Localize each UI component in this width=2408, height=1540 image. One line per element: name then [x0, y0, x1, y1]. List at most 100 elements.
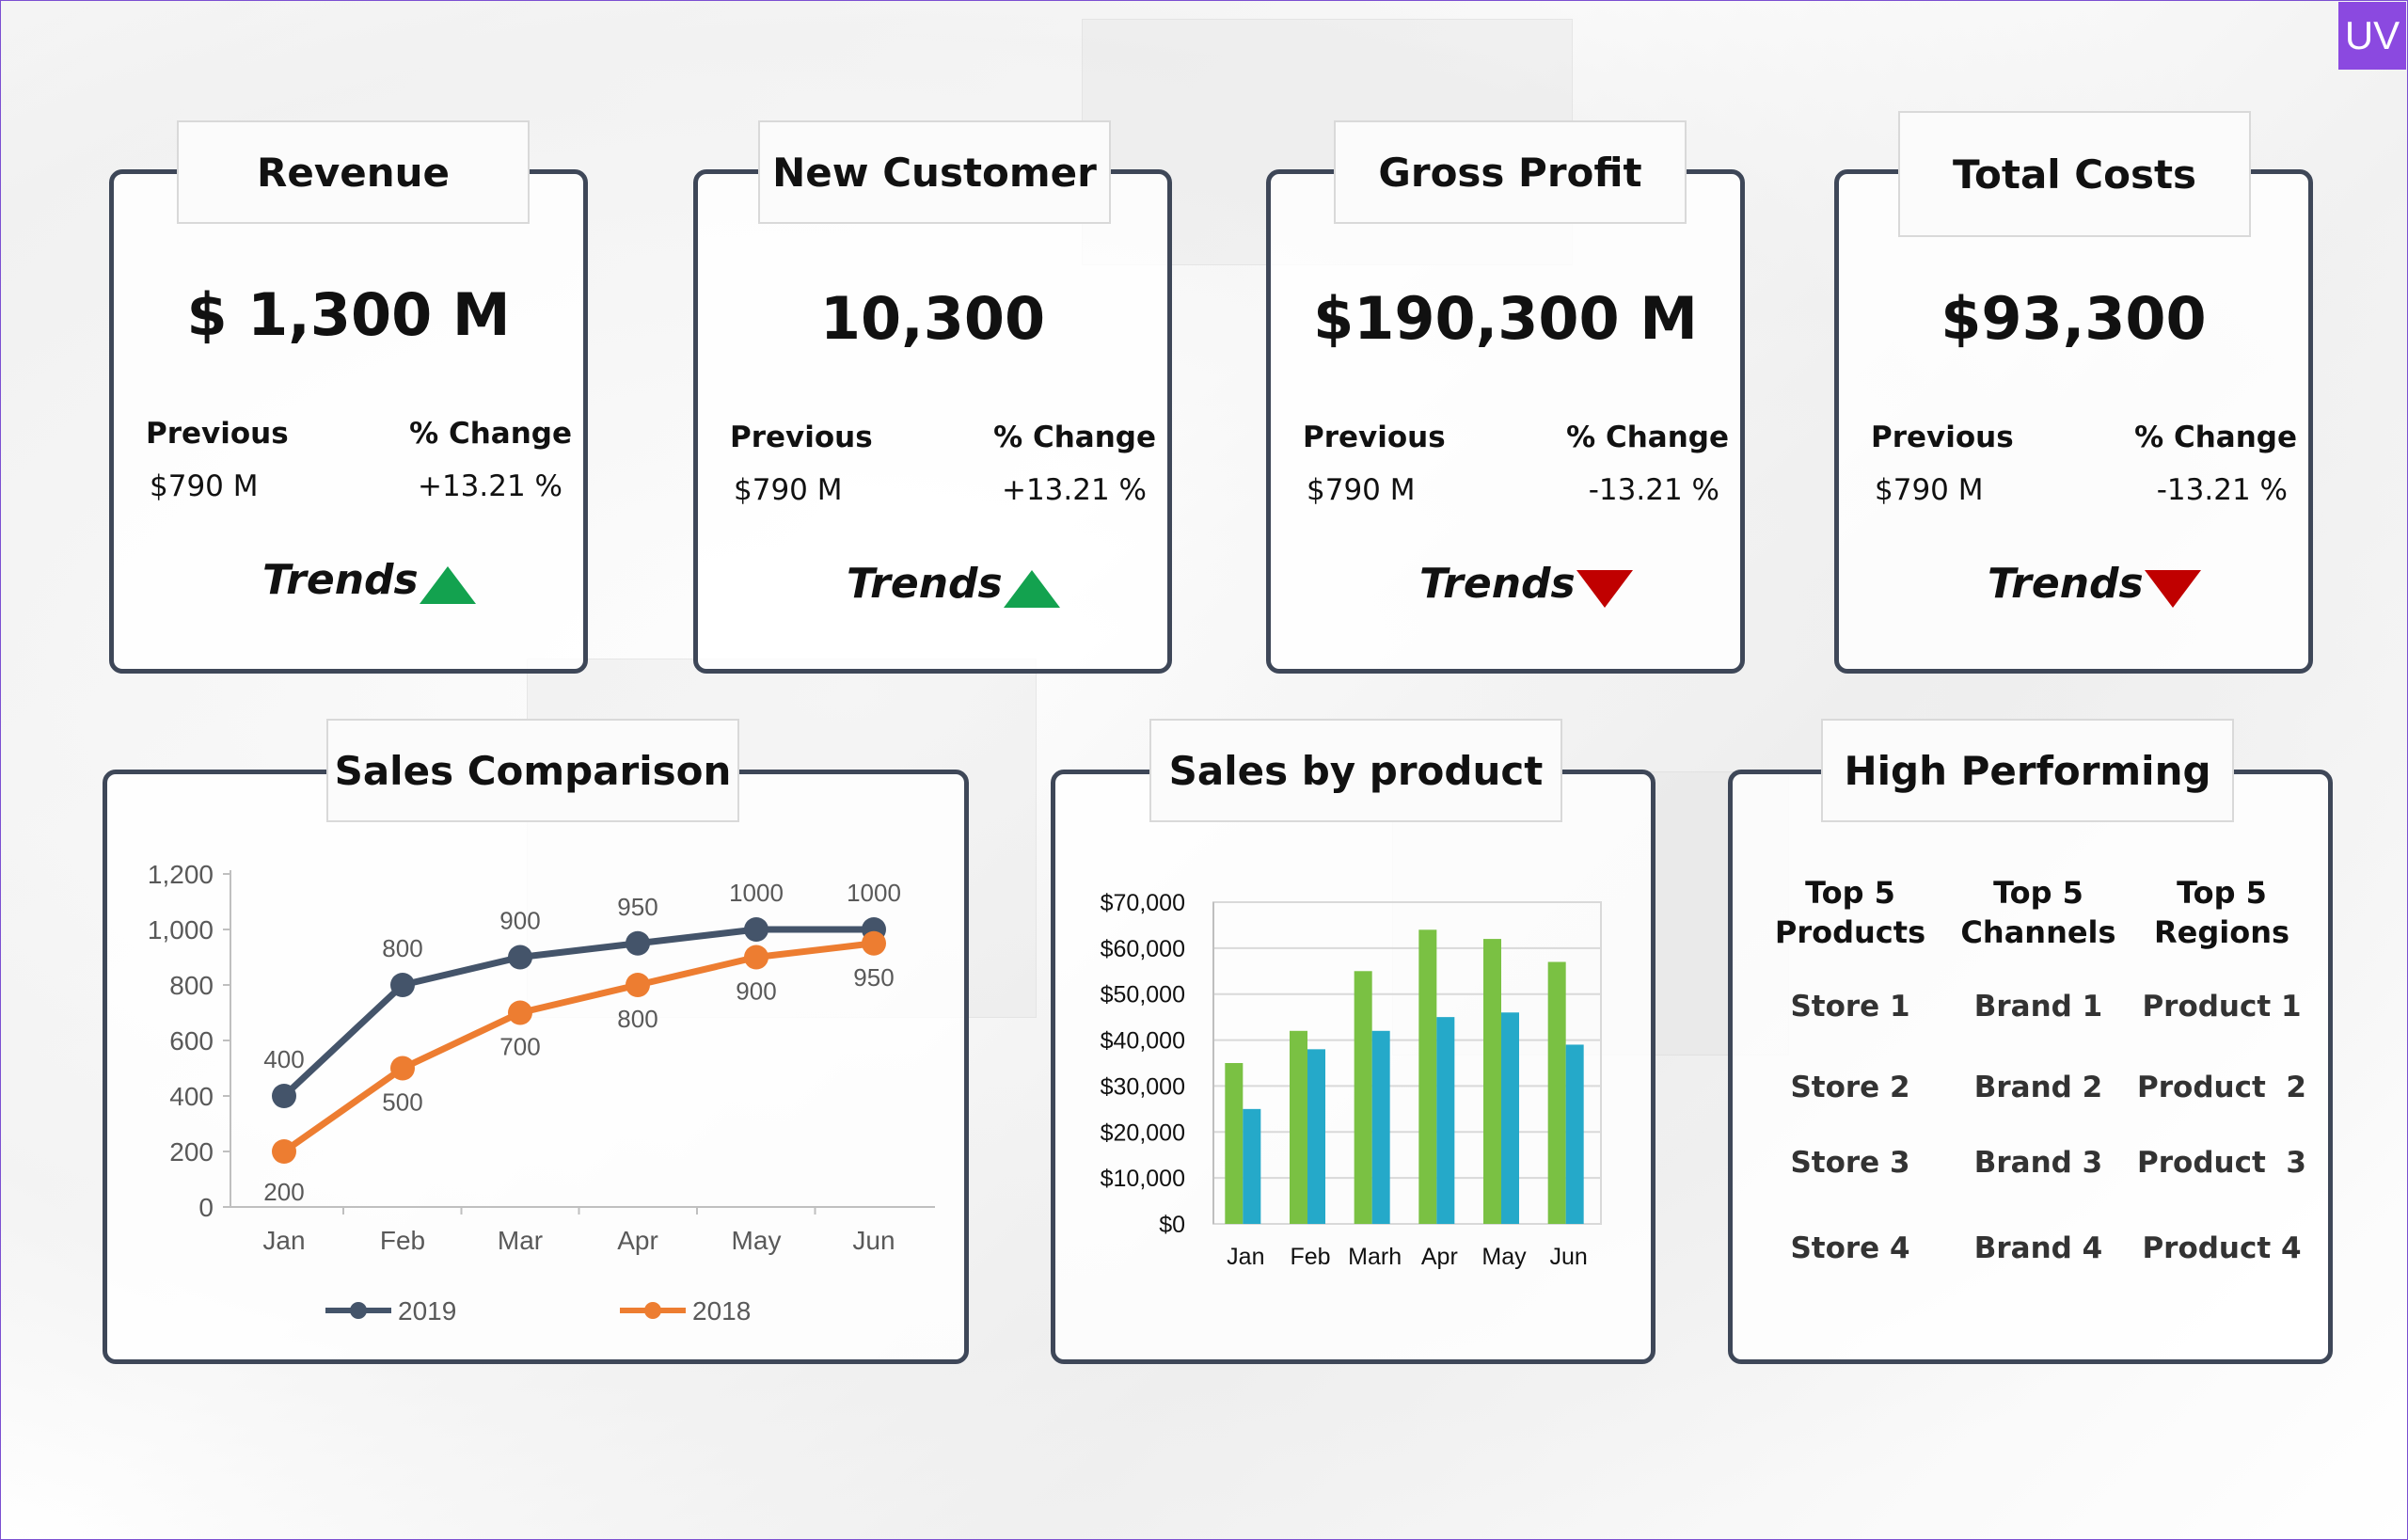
previous-label: Previous: [730, 421, 873, 454]
bar: [1225, 1063, 1244, 1224]
kpi-card-revenue: $ 1,300 M Previous % Change $790 M +13.21 % T…: [109, 169, 588, 674]
data-label: 900: [499, 907, 540, 935]
column-header-line2: Products: [1774, 914, 1926, 950]
x-tick-label: May: [732, 1226, 782, 1255]
x-tick-label: Apr: [1421, 1244, 1458, 1270]
data-label: 950: [617, 893, 657, 921]
sales-comparison-card: 0 200 400 600 800 1,000 1,200 Jan Feb Mar Apr May Ju…: [103, 770, 969, 1364]
y-tick-label: 0: [198, 1193, 214, 1222]
list-item: Store 3: [1790, 1146, 1910, 1180]
data-label: 200: [263, 1178, 304, 1206]
column-header-line2: Regions: [2153, 914, 2290, 950]
trends-label: Trends: [1988, 560, 2144, 608]
x-tick-label: Marh: [1348, 1244, 1402, 1270]
data-label: 500: [382, 1088, 422, 1117]
trends-label: Trends: [262, 556, 419, 604]
kpi-card-total-costs: $93,300 Previous % Change $790 M -13.21 % Tre…: [1834, 169, 2313, 674]
y-tick-label: $0: [1159, 1212, 1185, 1238]
change-label: % Change: [409, 417, 572, 451]
trends-label: Trends: [1419, 560, 1576, 608]
column-header: Top 5 Products: [1747, 873, 1954, 952]
previous-label: Previous: [146, 417, 289, 451]
x-tick-label: May: [1481, 1244, 1527, 1270]
y-tick-label: 600: [169, 1026, 214, 1056]
bar: [1547, 961, 1566, 1224]
data-label: 800: [617, 1005, 657, 1033]
list-item: Store 4: [1790, 1231, 1910, 1265]
data-point: [626, 973, 650, 997]
data-point: [508, 945, 532, 970]
bar: [1565, 1044, 1584, 1224]
data-label: 700: [499, 1033, 540, 1061]
list-item: Brand 1: [1973, 990, 2103, 1024]
x-tick-label: Feb: [1290, 1244, 1330, 1270]
data-label: 1000: [847, 879, 901, 907]
legend-marker: [644, 1302, 661, 1319]
change-label: % Change: [1566, 421, 1729, 454]
sales-by-product-card: $0 $10,000 $20,000 $30,000 $40,000 $50,000 $60…: [1051, 770, 1656, 1364]
kpi-title-new-customer: New Customer: [758, 120, 1111, 224]
previous-value: $790 M: [150, 469, 259, 503]
list-item: Brand 4: [1973, 1231, 2103, 1265]
previous-value: $790 M: [1875, 473, 1984, 507]
kpi-value: $190,300 M: [1313, 284, 1698, 353]
previous-value: $790 M: [1307, 473, 1416, 507]
bar: [1354, 971, 1372, 1224]
previous-label: Previous: [1871, 421, 2014, 454]
data-point: [744, 945, 768, 970]
sales-by-product-chart: $0 $10,000 $20,000 $30,000 $40,000 $50,000 $60…: [1101, 890, 1602, 1270]
y-tick-label: $60,000: [1101, 936, 1185, 962]
sales-comparison-title: Sales Comparison: [326, 719, 739, 822]
bar: [1483, 939, 1501, 1224]
y-tick-label: $10,000: [1101, 1166, 1185, 1192]
x-tick-label: Mar: [498, 1226, 543, 1255]
column-header: Top 5 Channels: [1935, 873, 2142, 952]
series-line-2019: [281, 926, 874, 1099]
legend-marker: [350, 1302, 367, 1319]
trend-up-icon: [1004, 570, 1060, 608]
high-performing-card: Top 5 Products Store 1 Store 2 Store 3 Store …: [1728, 770, 2333, 1364]
data-point: [744, 917, 768, 942]
y-tick-label: $40,000: [1101, 1028, 1185, 1055]
previous-label: Previous: [1303, 421, 1446, 454]
change-value: -13.21 %: [1588, 473, 1719, 507]
x-tick-label: Apr: [617, 1226, 658, 1255]
bar: [1436, 1017, 1455, 1224]
column-header-line2: Channels: [1960, 914, 2116, 950]
trend-down-icon: [2145, 570, 2201, 608]
x-tick-label: Jan: [262, 1226, 305, 1255]
bar: [1371, 1030, 1390, 1224]
data-point: [390, 973, 415, 997]
change-value: +13.21 %: [1001, 473, 1147, 507]
list-item: Product 1: [2142, 990, 2302, 1024]
list-item: Product 2: [2137, 1071, 2306, 1104]
list-item: Product 3: [2137, 1146, 2306, 1180]
change-label: % Change: [2134, 421, 2297, 454]
kpi-value: $93,300: [1941, 284, 2207, 353]
change-label: % Change: [993, 421, 1156, 454]
legend-label: 2018: [692, 1296, 751, 1326]
kpi-value: $ 1,300 M: [186, 280, 511, 349]
kpi-card-gross-profit: $190,300 M Previous % Change $790 M -13.21 %…: [1266, 169, 1745, 674]
data-point: [862, 930, 886, 956]
y-tick-label: 800: [169, 971, 214, 1000]
change-value: +13.21 %: [417, 469, 562, 503]
data-point: [508, 1000, 532, 1025]
data-label: 950: [853, 963, 894, 992]
kpi-title-total-costs: Total Costs: [1898, 111, 2251, 237]
data-label: 900: [736, 977, 776, 1006]
column-header-line1: Top 5: [1993, 875, 2083, 911]
data-label: 400: [263, 1045, 304, 1073]
uv-logo: UV: [2338, 2, 2406, 70]
trend-down-icon: [1576, 570, 1633, 608]
kpi-value: 10,300: [819, 284, 1046, 353]
trend-up-icon: [420, 566, 476, 604]
data-point: [626, 930, 650, 956]
y-tick-label: $20,000: [1101, 1119, 1185, 1146]
y-tick-label: 1,000: [148, 915, 214, 945]
column-header-line1: Top 5: [2177, 875, 2267, 911]
list-item: Store 2: [1790, 1071, 1910, 1104]
column-header-line1: Top 5: [1805, 875, 1895, 911]
list-item: Brand 3: [1973, 1146, 2103, 1180]
data-point: [272, 1084, 296, 1108]
